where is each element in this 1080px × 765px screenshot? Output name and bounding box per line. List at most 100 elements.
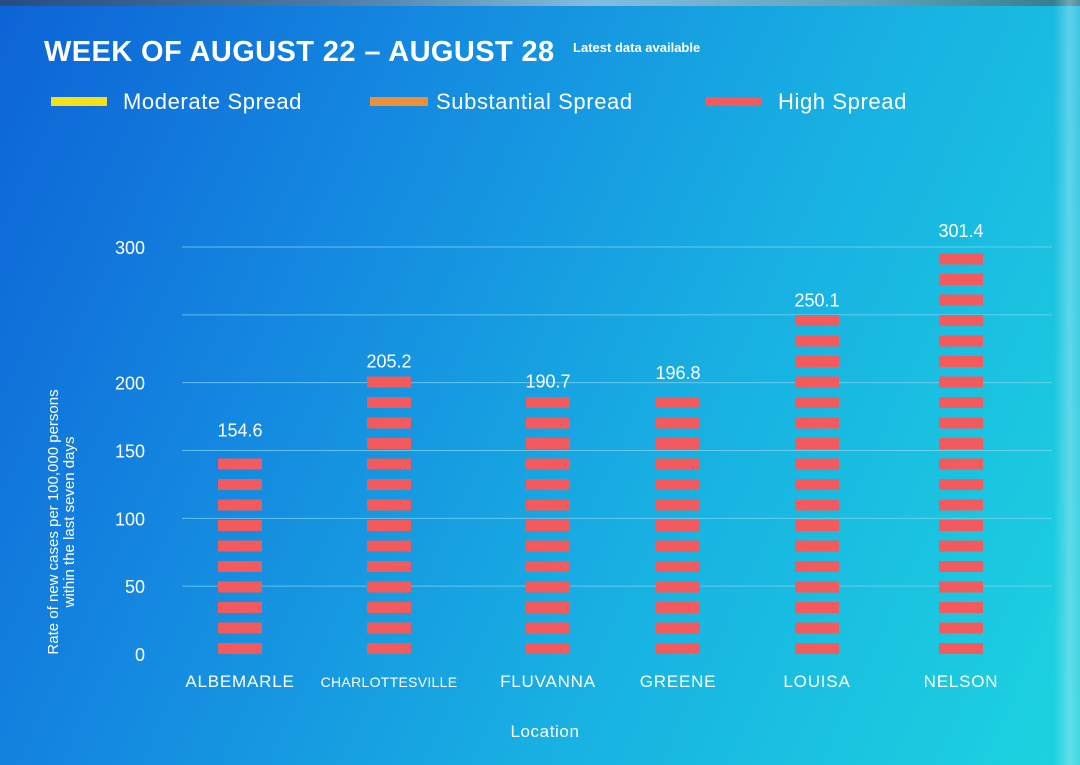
bar-segment (656, 602, 700, 613)
bar-segment (795, 622, 839, 634)
bar-segment (367, 581, 411, 593)
bar-segment (795, 356, 839, 367)
bar (939, 253, 983, 654)
bar-segment (795, 335, 839, 347)
bar-segment (656, 417, 700, 429)
bar-segment (939, 581, 983, 593)
y-axis-title: Rate of new cases per 100,000 persons (45, 389, 62, 654)
bar-segment (939, 253, 983, 265)
bar-segment (367, 540, 411, 552)
bar-segment (218, 561, 262, 572)
bar-segment (367, 643, 411, 654)
x-axis-title: Location (510, 722, 579, 741)
legend-swatch-moderate (51, 97, 107, 106)
y-tick-label: 0 (135, 645, 145, 665)
bar-segment (939, 479, 983, 490)
bar-segment (795, 561, 839, 572)
data-label: 250.1 (794, 291, 839, 311)
bar-segment (656, 581, 700, 593)
bar-segment (656, 540, 700, 552)
x-tick-label: NELSON (924, 672, 999, 691)
bar-segment (939, 356, 983, 367)
x-tick-label: CHARLOTTESVILLE (321, 674, 458, 690)
bar-segment (656, 499, 700, 511)
bar-segment (526, 643, 570, 654)
bar-segment (939, 417, 983, 429)
x-tick-label: ALBEMARLE (185, 672, 294, 691)
bar-segment (526, 622, 570, 634)
bar-segment (795, 417, 839, 429)
bar-segment (939, 643, 983, 654)
bar-segment (218, 479, 262, 490)
bar-segment (218, 540, 262, 552)
bar-segment (795, 602, 839, 613)
legend-label-moderate: Moderate Spread (123, 89, 302, 114)
bar-segment (939, 376, 983, 388)
data-label: 154.6 (217, 420, 262, 440)
bar-segment (939, 458, 983, 470)
bar-segment (218, 622, 262, 634)
legend-label-high: High Spread (778, 89, 907, 114)
bar-segment (526, 540, 570, 552)
data-label: 205.2 (366, 352, 411, 372)
bar-segment (939, 397, 983, 408)
bar-segment (526, 458, 570, 470)
bar (367, 376, 411, 654)
bar-segment (656, 458, 700, 470)
bar-segment (656, 438, 700, 449)
bar-segment (939, 540, 983, 552)
bar-segment (939, 602, 983, 613)
bar-segment (367, 561, 411, 572)
chart-subtitle: Latest data available (573, 40, 701, 55)
bar-segment (939, 315, 983, 326)
bar-segment (367, 622, 411, 634)
x-tick-label: GREENE (640, 672, 717, 691)
bar-segment (795, 540, 839, 552)
bar-segment (526, 499, 570, 511)
y-axis-title: within the last seven days (61, 437, 78, 609)
bar-segment (795, 499, 839, 511)
bar-segment (218, 602, 262, 613)
bar-segment (656, 622, 700, 634)
bar-segment (939, 274, 983, 285)
bar-segment (939, 499, 983, 511)
bar-segment (526, 581, 570, 593)
data-label: 301.4 (938, 221, 983, 241)
bar-segment (526, 561, 570, 572)
bar-segment (367, 520, 411, 531)
data-label: 190.7 (525, 371, 570, 391)
bar-segment (656, 520, 700, 531)
bar-segment (939, 520, 983, 531)
bar-segment (656, 561, 700, 572)
bar-segment (795, 520, 839, 531)
y-tick-label: 100 (115, 509, 145, 529)
bar-segment (218, 581, 262, 593)
legend-label-substantial: Substantial Spread (436, 89, 633, 114)
chart-title: WEEK OF AUGUST 22 – AUGUST 28 (44, 36, 555, 68)
bar-segment (526, 438, 570, 449)
bar-segment (526, 520, 570, 531)
bar (795, 315, 839, 654)
bar-segment (656, 643, 700, 654)
bar-segment (526, 397, 570, 408)
bar-segment (795, 643, 839, 654)
bar-segment (656, 397, 700, 408)
bar-segment (367, 479, 411, 490)
bar-segment (795, 376, 839, 388)
bar (656, 397, 700, 654)
bar-segment (939, 622, 983, 634)
bar-segment (939, 335, 983, 347)
bar-segment (367, 397, 411, 408)
bar-segment (367, 376, 411, 388)
y-tick-label: 50 (125, 577, 145, 597)
bar-segment (218, 458, 262, 470)
legend-swatch-high (706, 97, 762, 106)
bar (526, 397, 570, 654)
bar-segment (939, 294, 983, 306)
bar-segment (367, 458, 411, 470)
bar-segment (367, 438, 411, 449)
bar-segment (795, 397, 839, 408)
header: WEEK OF AUGUST 22 – AUGUST 28 Latest dat… (44, 36, 700, 69)
